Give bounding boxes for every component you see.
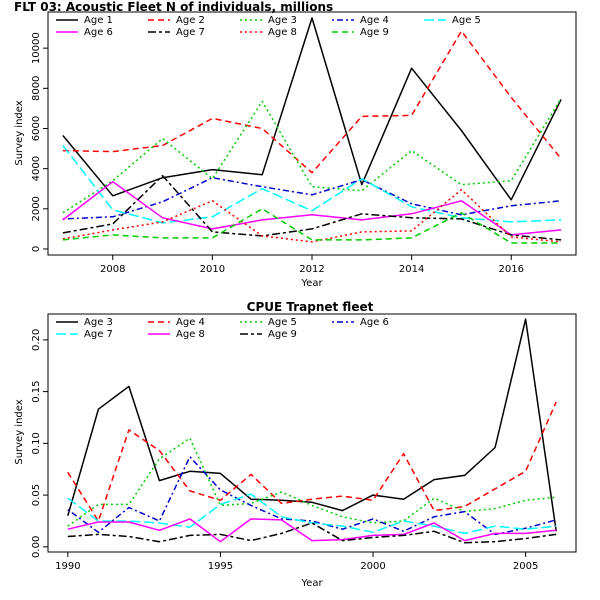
plot-frame bbox=[47, 11, 577, 256]
x-tick-label: 2012 bbox=[299, 264, 324, 275]
legend-item: Age 4 bbox=[332, 15, 389, 26]
legend-label: Age 4 bbox=[360, 15, 389, 26]
y-tick-label: 10000 bbox=[31, 32, 42, 64]
legend-label: Age 5 bbox=[452, 15, 481, 26]
x-tick-label: 1995 bbox=[208, 561, 233, 572]
legend: Age 3 Age 4 Age 5 Age 6 Age 7 Age 8 Age 9 bbox=[56, 317, 389, 340]
y-axis-label: Survey index bbox=[14, 399, 25, 464]
legend-item: Age 7 bbox=[56, 329, 113, 340]
chart-title: FLT 03: Acoustic Fleet N of individuals,… bbox=[14, 0, 333, 14]
legend-label: Age 7 bbox=[84, 329, 113, 340]
x-tick-label: 2008 bbox=[100, 264, 125, 275]
series-line-age-7 bbox=[62, 174, 562, 241]
series-line-age-9 bbox=[62, 208, 562, 244]
legend-item: Age 9 bbox=[332, 27, 389, 38]
legend-item: Age 6 bbox=[332, 317, 389, 328]
legend-item: Age 7 bbox=[148, 27, 205, 38]
legend-item: Age 2 bbox=[148, 15, 205, 26]
series-line-age-4 bbox=[67, 401, 557, 522]
y-tick-label: 8000 bbox=[31, 76, 42, 101]
axes: 2008 2010 2012 2014 2016 0 2000 4000 6000 8000 100… bbox=[31, 32, 524, 275]
series-line-age-1 bbox=[62, 17, 562, 201]
y-tick-label: 0.00 bbox=[31, 536, 42, 558]
axes: 1990 1995 2000 2005 0.00 0.05 0.10 0.15 0.20 bbox=[31, 329, 538, 572]
legend-label: Age 6 bbox=[360, 317, 389, 328]
series-line-age-5 bbox=[62, 145, 562, 224]
legend-item: Age 8 bbox=[240, 27, 297, 38]
legend-label: Age 9 bbox=[268, 329, 297, 340]
y-tick-label: 0.05 bbox=[31, 484, 42, 506]
series-line-age-3 bbox=[62, 98, 562, 214]
series-lines bbox=[62, 17, 562, 244]
legend-item: Age 5 bbox=[240, 317, 297, 328]
legend-item: Age 8 bbox=[148, 329, 205, 340]
legend-item: Age 9 bbox=[240, 329, 297, 340]
series-line-age-6 bbox=[67, 456, 557, 536]
x-axis-label: Year bbox=[300, 578, 323, 589]
plot-frame bbox=[47, 313, 577, 553]
series-line-age-7 bbox=[67, 493, 557, 535]
legend-label: Age 7 bbox=[176, 27, 205, 38]
legend-label: Age 1 bbox=[84, 15, 113, 26]
series-line-age-8 bbox=[62, 188, 562, 243]
legend-item: Age 3 bbox=[240, 15, 297, 26]
legend-item: Age 3 bbox=[56, 317, 113, 328]
legend-label: Age 8 bbox=[268, 27, 297, 38]
x-tick-label: 2000 bbox=[360, 561, 385, 572]
legend-label: Age 8 bbox=[176, 329, 205, 340]
legend-label: Age 4 bbox=[176, 317, 205, 328]
x-tick-label: 2014 bbox=[399, 264, 424, 275]
legend: Age 1 Age 2 Age 3 Age 4 Age 5 Age 6 Age 7 Age 8… bbox=[56, 15, 481, 38]
legend-label: Age 5 bbox=[268, 317, 297, 328]
chart-panel-trapnet: CPUE Trapnet fleet Year Survey index 199… bbox=[14, 300, 577, 589]
legend-label: Age 6 bbox=[84, 27, 113, 38]
x-tick-label: 2010 bbox=[200, 264, 225, 275]
series-line-age-5 bbox=[67, 437, 557, 527]
legend-label: Age 2 bbox=[176, 15, 205, 26]
y-tick-label: 0.15 bbox=[31, 380, 42, 402]
legend-label: Age 3 bbox=[268, 15, 297, 26]
legend-item: Age 6 bbox=[56, 27, 113, 38]
legend-label: Age 3 bbox=[84, 317, 113, 328]
x-tick-label: 2005 bbox=[513, 561, 538, 572]
chart-panel-acoustic: FLT 03: Acoustic Fleet N of individuals,… bbox=[14, 0, 577, 289]
x-tick-label: 1990 bbox=[55, 561, 80, 572]
series-lines bbox=[67, 318, 557, 544]
series-line-age-6 bbox=[62, 180, 562, 236]
legend-item: Age 5 bbox=[424, 15, 481, 26]
x-axis-label: Year bbox=[300, 278, 323, 289]
y-tick-label: 0.10 bbox=[31, 432, 42, 454]
series-line-age-8 bbox=[67, 518, 557, 543]
series-line-age-3 bbox=[67, 318, 557, 532]
legend-item: Age 4 bbox=[148, 317, 205, 328]
y-tick-label: 0.20 bbox=[31, 329, 42, 351]
y-tick-label: 6000 bbox=[31, 116, 42, 141]
series-line-age-2 bbox=[62, 30, 562, 174]
y-tick-label: 2000 bbox=[31, 196, 42, 221]
series-line-age-9 bbox=[67, 522, 557, 544]
y-tick-label: 0 bbox=[31, 246, 42, 252]
legend-label: Age 9 bbox=[360, 27, 389, 38]
series-line-age-4 bbox=[62, 176, 562, 220]
chart-title: CPUE Trapnet fleet bbox=[247, 300, 374, 314]
x-tick-label: 2016 bbox=[499, 264, 524, 275]
y-axis-label: Survey index bbox=[14, 100, 25, 165]
y-tick-label: 4000 bbox=[31, 156, 42, 181]
legend-item: Age 1 bbox=[56, 15, 113, 26]
